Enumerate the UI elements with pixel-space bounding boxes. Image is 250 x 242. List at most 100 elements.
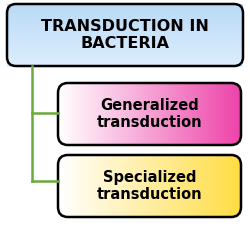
- Bar: [7, 52, 243, 53]
- Bar: [7, 42, 243, 43]
- FancyBboxPatch shape: [58, 83, 241, 145]
- Bar: [7, 42, 243, 43]
- Bar: [7, 31, 243, 32]
- Bar: [7, 25, 243, 26]
- Bar: [7, 61, 243, 62]
- Bar: [7, 36, 243, 37]
- Bar: [7, 50, 243, 51]
- Text: TRANSDUCTION IN
BACTERIA: TRANSDUCTION IN BACTERIA: [41, 19, 209, 51]
- Bar: [7, 44, 243, 45]
- Bar: [7, 10, 243, 11]
- Bar: [7, 48, 243, 49]
- Bar: [7, 48, 243, 49]
- Bar: [7, 12, 243, 13]
- Bar: [7, 54, 243, 55]
- Bar: [7, 55, 243, 56]
- Bar: [7, 32, 243, 33]
- Bar: [7, 7, 243, 8]
- Bar: [7, 37, 243, 38]
- Bar: [7, 14, 243, 15]
- Bar: [7, 15, 243, 16]
- Bar: [7, 46, 243, 47]
- Bar: [7, 13, 243, 14]
- Bar: [7, 36, 243, 37]
- Text: Generalized
transduction: Generalized transduction: [97, 98, 202, 130]
- Bar: [7, 32, 243, 33]
- Bar: [7, 18, 243, 19]
- Bar: [7, 47, 243, 48]
- Bar: [7, 23, 243, 24]
- Bar: [7, 53, 243, 55]
- Bar: [7, 47, 243, 48]
- Bar: [7, 62, 243, 63]
- Bar: [7, 29, 243, 30]
- Bar: [7, 5, 243, 6]
- Bar: [7, 7, 243, 8]
- Bar: [7, 25, 243, 26]
- Bar: [7, 66, 243, 67]
- Bar: [7, 8, 243, 9]
- Bar: [7, 43, 243, 44]
- Bar: [7, 13, 243, 14]
- Bar: [7, 58, 243, 59]
- Bar: [7, 19, 243, 20]
- Bar: [7, 16, 243, 17]
- Bar: [7, 6, 243, 7]
- Bar: [7, 39, 243, 40]
- Bar: [7, 61, 243, 62]
- Bar: [7, 17, 243, 18]
- Bar: [7, 33, 243, 34]
- Bar: [7, 52, 243, 53]
- Bar: [7, 29, 243, 30]
- Bar: [7, 4, 243, 5]
- Bar: [7, 30, 243, 31]
- Bar: [7, 6, 243, 7]
- Bar: [7, 21, 243, 22]
- Bar: [7, 49, 243, 51]
- Bar: [7, 40, 243, 41]
- Bar: [7, 24, 243, 25]
- Bar: [7, 59, 243, 60]
- Bar: [7, 31, 243, 32]
- Bar: [7, 33, 243, 34]
- Bar: [7, 51, 243, 52]
- Bar: [7, 41, 243, 42]
- Bar: [7, 27, 243, 28]
- Bar: [7, 51, 243, 52]
- Bar: [7, 44, 243, 45]
- Bar: [7, 60, 243, 61]
- Bar: [7, 24, 243, 25]
- Bar: [7, 41, 243, 42]
- Bar: [7, 9, 243, 10]
- Bar: [7, 56, 243, 57]
- Bar: [7, 8, 243, 9]
- Bar: [7, 34, 243, 35]
- Bar: [7, 43, 243, 44]
- Bar: [7, 11, 243, 12]
- Bar: [7, 45, 243, 46]
- Bar: [7, 16, 243, 17]
- Bar: [7, 37, 243, 38]
- Bar: [7, 65, 243, 66]
- Bar: [7, 21, 243, 22]
- Bar: [7, 14, 243, 15]
- Bar: [7, 49, 243, 50]
- Bar: [7, 58, 243, 59]
- Bar: [7, 30, 243, 31]
- Bar: [7, 53, 243, 54]
- FancyBboxPatch shape: [58, 155, 241, 217]
- Bar: [7, 20, 243, 21]
- Bar: [7, 22, 243, 23]
- Bar: [7, 59, 243, 60]
- Bar: [7, 62, 243, 63]
- Text: Specialized
transduction: Specialized transduction: [97, 170, 202, 202]
- Bar: [7, 38, 243, 39]
- Bar: [7, 60, 243, 61]
- Bar: [7, 20, 243, 21]
- Bar: [7, 11, 243, 12]
- Bar: [7, 28, 243, 29]
- Bar: [7, 64, 243, 65]
- Bar: [7, 17, 243, 18]
- Bar: [7, 34, 243, 36]
- Bar: [7, 55, 243, 56]
